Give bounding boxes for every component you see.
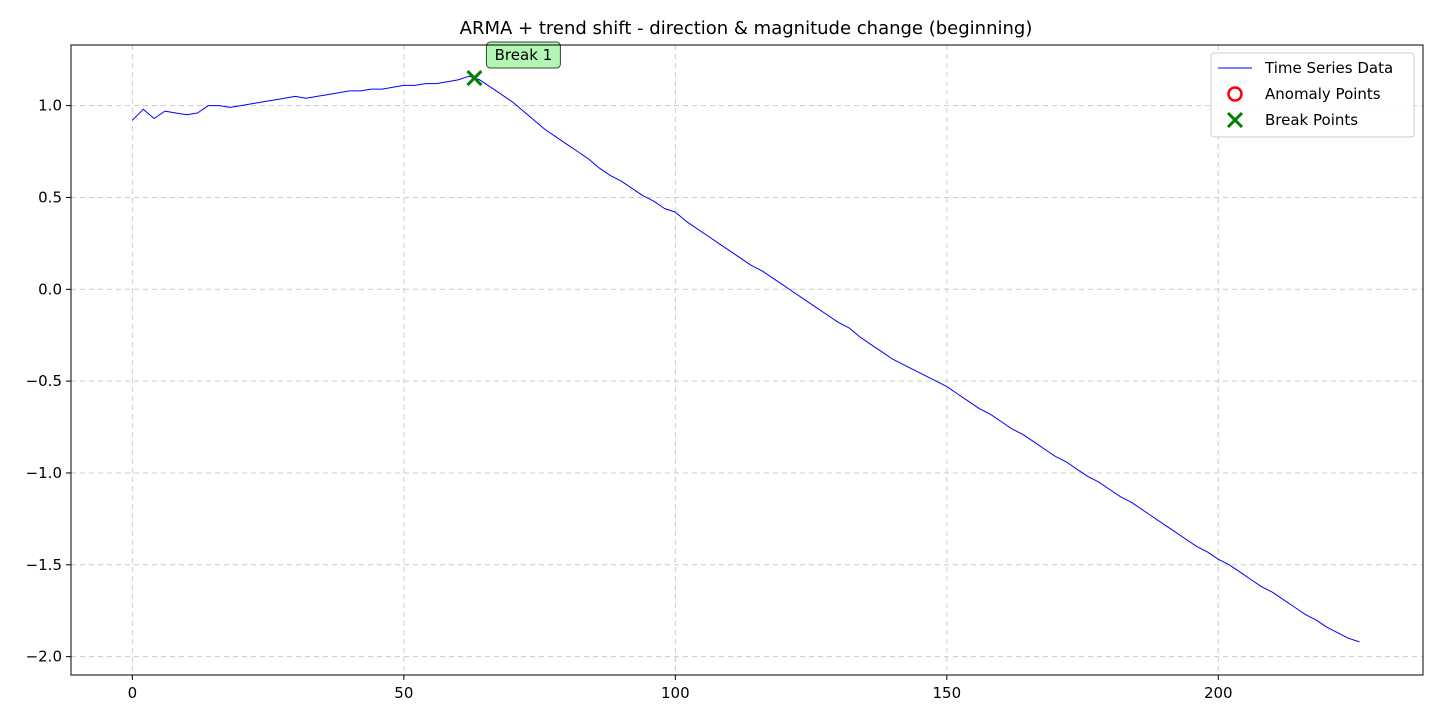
ticks: 0 50 100 150 200 1.0 0.5 0.0 −0.5 −1.0 −1.5 −2.0 — [26, 97, 1233, 702]
x-tick-label: 0 — [128, 684, 138, 702]
y-tick-label: −1.0 — [26, 464, 62, 482]
legend-circle-swatch — [1227, 86, 1243, 102]
x-tick-label: 150 — [932, 684, 961, 702]
x-tick-label: 50 — [394, 684, 413, 702]
legend-label: Anomaly Points — [1265, 85, 1381, 103]
x-tick-label: 100 — [661, 684, 690, 702]
series-line — [132, 75, 1360, 643]
break-label: Break 1 — [495, 46, 553, 64]
y-tick-label: 0.5 — [38, 188, 62, 206]
legend-frame — [1210, 52, 1415, 138]
legend-label: Break Points — [1265, 111, 1358, 129]
series-layer — [132, 75, 1360, 643]
y-tick-label: −1.5 — [26, 556, 62, 574]
y-tick-label: −0.5 — [26, 372, 62, 390]
y-tick-label: 1.0 — [38, 97, 62, 115]
x-tick-label: 200 — [1204, 684, 1233, 702]
legend-x-swatch — [1226, 111, 1244, 129]
legend: Time Series Data Anomaly Points Break Poin… — [1210, 52, 1415, 138]
chart-title: ARMA + trend shift - direction & magnitu… — [460, 18, 1033, 39]
break-label-box — [485, 41, 561, 69]
marker-layer: Break 1 — [466, 41, 561, 87]
legend-label: Time Series Data — [1264, 59, 1393, 77]
plot-frame — [70, 44, 1424, 676]
y-tick-label: −2.0 — [26, 648, 62, 666]
grid — [71, 45, 1423, 675]
break-point-marker — [466, 70, 483, 87]
y-tick-label: 0.0 — [38, 280, 62, 298]
